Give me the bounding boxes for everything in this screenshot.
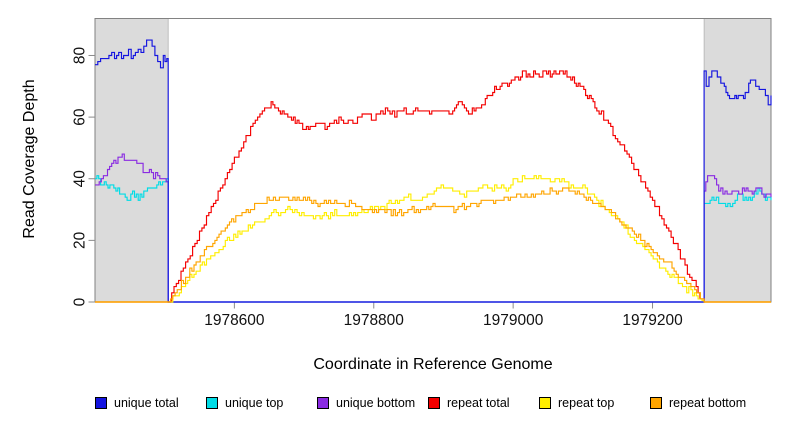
series-line-unique-total xyxy=(95,39,772,303)
legend-label: unique total xyxy=(114,396,179,410)
legend: unique total unique top unique bottom repea… xyxy=(95,396,746,410)
legend-swatch-icon xyxy=(206,397,218,409)
x-tick-label: 1979200 xyxy=(622,312,683,329)
legend-item-unique-top: unique top xyxy=(206,396,317,410)
legend-item-repeat-total: repeat total xyxy=(428,396,539,410)
legend-label: repeat top xyxy=(558,396,615,410)
x-tick-label: 1979000 xyxy=(483,312,544,329)
legend-item-unique-bottom: unique bottom xyxy=(317,396,428,410)
y-tick-label: 20 xyxy=(71,231,88,249)
legend-item-unique-total: unique total xyxy=(95,396,206,410)
legend-label: unique top xyxy=(225,396,284,410)
legend-swatch-icon xyxy=(539,397,551,409)
series-line-repeat-total xyxy=(95,70,771,303)
legend-swatch-icon xyxy=(317,397,329,409)
y-tick-label: 60 xyxy=(71,108,88,126)
x-axis-title: Coordinate in Reference Genome xyxy=(313,356,553,373)
legend-label: unique bottom xyxy=(336,396,416,410)
legend-swatch-icon xyxy=(428,397,440,409)
unique-region-shade-right xyxy=(703,18,772,303)
series-line-repeat-bottom xyxy=(95,187,771,303)
legend-label: repeat total xyxy=(447,396,510,410)
legend-label: repeat bottom xyxy=(669,396,747,410)
series-line-repeat-top xyxy=(95,175,771,303)
y-tick-label: 40 xyxy=(71,170,88,188)
plot-border xyxy=(94,18,772,303)
legend-swatch-icon xyxy=(650,397,662,409)
y-tick-label: 80 xyxy=(71,46,88,64)
x-tick-label: 1978800 xyxy=(344,312,405,329)
y-tick-label: 0 xyxy=(71,297,88,306)
legend-item-repeat-top: repeat top xyxy=(539,396,650,410)
series-line-unique-bottom xyxy=(95,153,772,303)
legend-swatch-icon xyxy=(95,397,107,409)
legend-item-repeat-bottom: repeat bottom xyxy=(650,396,746,410)
x-tick-label: 1978600 xyxy=(204,312,265,329)
y-axis-title: Read Coverage Depth xyxy=(21,79,38,239)
